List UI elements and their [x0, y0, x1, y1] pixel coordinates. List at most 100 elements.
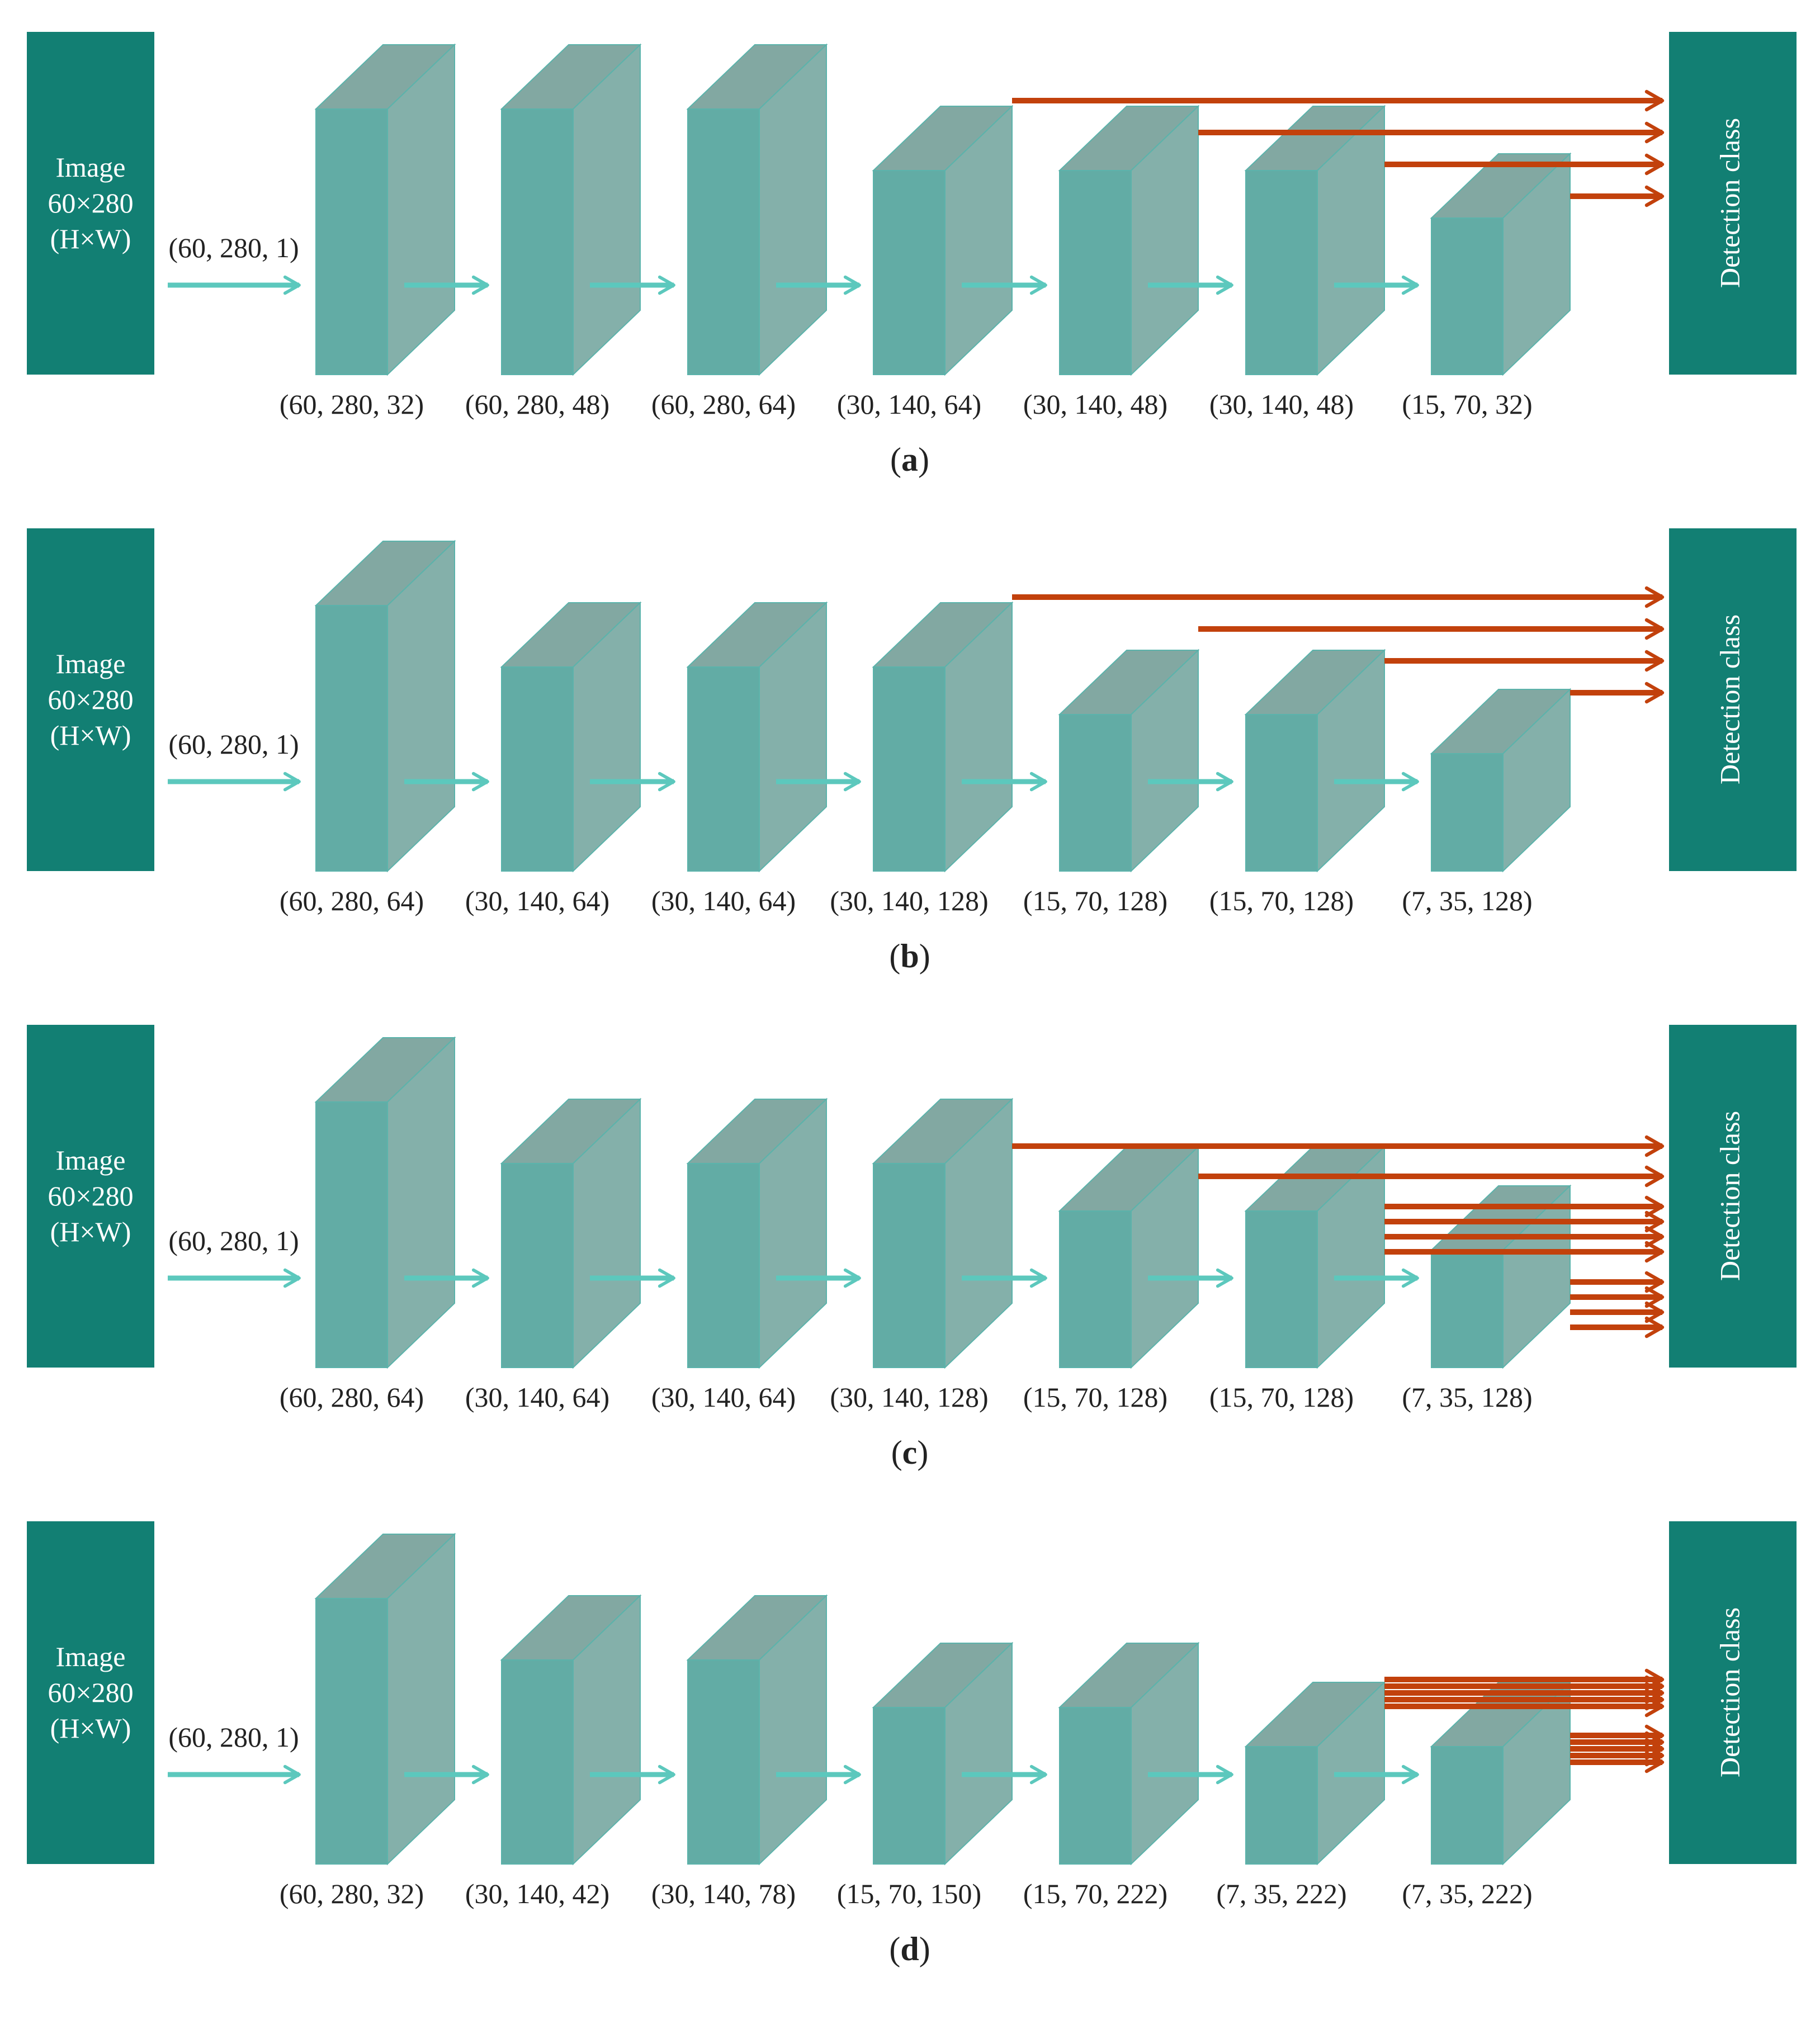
block-front-face — [1059, 1210, 1132, 1368]
block-shape-label: (15, 70, 128) — [1023, 885, 1167, 916]
block-shape-label: (60, 280, 64) — [280, 1382, 424, 1413]
block-shape-label: (15, 70, 128) — [1209, 1382, 1354, 1413]
block-shape-label: (15, 70, 128) — [1209, 885, 1354, 916]
feature-block-1: (60, 280, 64) — [280, 1036, 456, 1413]
panel-d: Image 60×280 (H×W) Detection class (60, 280,… — [27, 1521, 1797, 1967]
block-shape-label: (30, 140, 64) — [651, 1382, 796, 1413]
feature-block-2: (30, 140, 64) — [465, 1097, 642, 1413]
feature-block-1: (60, 280, 64) — [280, 540, 456, 916]
feature-block-4: (30, 140, 64) — [837, 105, 1014, 420]
input-shape-label: (60, 280, 1) — [168, 728, 299, 760]
input-image-box — [27, 1521, 154, 1864]
block-shape-label: (7, 35, 222) — [1402, 1878, 1532, 1909]
block-shape-label: (60, 280, 48) — [465, 389, 609, 420]
block-front-face — [687, 1163, 760, 1368]
feature-block-6: (7, 35, 222) — [1216, 1681, 1386, 1909]
feature-block-5: (30, 140, 48) — [1023, 105, 1200, 420]
block-shape-label: (15, 70, 128) — [1023, 1382, 1167, 1413]
input-title: Image — [56, 1144, 126, 1176]
feature-block-7: (7, 35, 128) — [1402, 688, 1572, 916]
block-front-face — [501, 108, 574, 375]
feature-block-5: (15, 70, 128) — [1023, 649, 1200, 916]
caption-close: ) — [917, 1434, 928, 1471]
input-hw: (H×W) — [50, 223, 131, 254]
block-front-face — [873, 666, 946, 872]
panel-caption: (a) — [890, 441, 929, 478]
input-image-box — [27, 32, 154, 375]
block-front-face — [873, 170, 946, 375]
caption-close: ) — [918, 441, 929, 478]
input-title: Image — [56, 152, 126, 183]
panel-c: Image 60×280 (H×W) Detection class (60, 280,… — [27, 1025, 1797, 1471]
block-shape-label: (15, 70, 150) — [837, 1878, 981, 1909]
block-front-face — [1059, 170, 1132, 375]
caption-open: ( — [890, 441, 901, 478]
block-shape-label: (7, 35, 128) — [1402, 1382, 1532, 1413]
block-front-face — [315, 1101, 388, 1368]
caption-letter: d — [900, 1931, 919, 1967]
block-front-face — [873, 1163, 946, 1368]
block-front-face — [501, 666, 574, 872]
block-shape-label: (60, 280, 32) — [280, 1878, 424, 1909]
feature-block-4: (30, 140, 128) — [830, 601, 1014, 916]
block-shape-label: (30, 140, 64) — [465, 1382, 609, 1413]
feature-block-5: (15, 70, 128) — [1023, 1145, 1200, 1413]
block-front-face — [687, 108, 760, 375]
block-front-face — [1431, 1250, 1504, 1368]
block-front-face — [1245, 1746, 1318, 1865]
block-shape-label: (30, 140, 64) — [465, 885, 609, 916]
caption-letter: b — [900, 938, 919, 974]
block-front-face — [1431, 217, 1504, 375]
detection-class-box — [1669, 1521, 1797, 1864]
block-front-face — [687, 666, 760, 872]
detection-class-box — [1669, 528, 1797, 871]
block-front-face — [687, 1659, 760, 1865]
input-shape-label: (60, 280, 1) — [168, 232, 299, 263]
detection-class-box — [1669, 1025, 1797, 1368]
input-hw: (H×W) — [50, 720, 131, 751]
block-shape-label: (60, 280, 64) — [280, 885, 424, 916]
block-shape-label: (7, 35, 128) — [1402, 885, 1532, 916]
feature-block-6: (30, 140, 48) — [1209, 105, 1386, 420]
input-title: Image — [56, 648, 126, 679]
block-front-face — [501, 1659, 574, 1865]
panel-caption: (d) — [889, 1931, 930, 1967]
block-shape-label: (30, 140, 42) — [465, 1878, 609, 1909]
feature-block-3: (30, 140, 78) — [651, 1594, 828, 1909]
detection-class-label: Detection class — [1714, 614, 1745, 784]
block-front-face — [1245, 1210, 1318, 1368]
block-shape-label: (60, 280, 64) — [651, 389, 796, 420]
block-shape-label: (60, 280, 32) — [280, 389, 424, 420]
caption-open: ( — [891, 1434, 902, 1471]
block-front-face — [1431, 1746, 1504, 1865]
input-image-box — [27, 1025, 154, 1368]
feature-block-3: (60, 280, 64) — [651, 43, 828, 420]
caption-letter: c — [902, 1434, 918, 1471]
feature-block-1: (60, 280, 32) — [280, 43, 456, 420]
input-shape-label: (60, 280, 1) — [168, 1225, 299, 1256]
detection-class-label: Detection class — [1714, 1607, 1745, 1777]
block-shape-label: (30, 140, 48) — [1209, 389, 1354, 420]
detection-class-box — [1669, 32, 1797, 375]
feature-block-4: (30, 140, 128) — [830, 1097, 1014, 1413]
block-front-face — [1431, 753, 1504, 872]
block-shape-label: (30, 140, 48) — [1023, 389, 1167, 420]
feature-block-2: (30, 140, 42) — [465, 1594, 642, 1909]
block-front-face — [1059, 714, 1132, 872]
block-front-face — [315, 605, 388, 872]
feature-block-4: (15, 70, 150) — [837, 1641, 1014, 1909]
panel-a: Image 60×280 (H×W) Detection class (60, 280,… — [27, 32, 1797, 478]
detection-class-label: Detection class — [1714, 118, 1745, 288]
feature-block-2: (60, 280, 48) — [465, 43, 642, 420]
panel-caption: (c) — [891, 1434, 929, 1471]
input-hw: (H×W) — [50, 1712, 131, 1744]
caption-open: ( — [889, 1931, 900, 1967]
block-shape-label: (30, 140, 128) — [830, 1382, 988, 1413]
block-front-face — [315, 108, 388, 375]
block-front-face — [315, 1598, 388, 1865]
feature-block-2: (30, 140, 64) — [465, 601, 642, 916]
feature-block-3: (30, 140, 64) — [651, 1097, 828, 1413]
block-shape-label: (30, 140, 78) — [651, 1878, 796, 1909]
